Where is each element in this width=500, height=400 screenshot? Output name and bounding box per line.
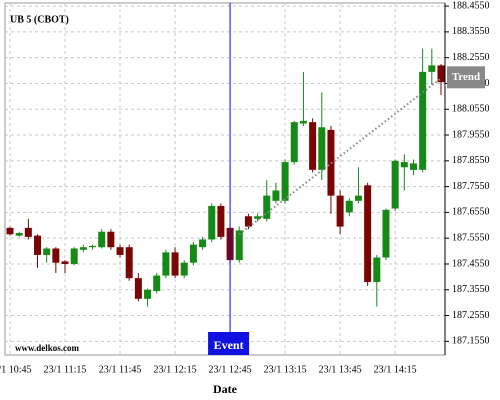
candle-body bbox=[437, 65, 445, 83]
chart-title: UB 5 (CBOT) bbox=[10, 14, 69, 25]
candle-body bbox=[400, 162, 408, 168]
x-axis-title: Date bbox=[213, 382, 238, 396]
candle-body bbox=[263, 195, 271, 219]
candle-body bbox=[24, 227, 32, 237]
candle-body bbox=[299, 120, 307, 124]
candle-body bbox=[134, 278, 142, 299]
y-tick-label: 188.2550 bbox=[452, 52, 490, 63]
candle-body bbox=[199, 239, 207, 248]
candle-body bbox=[409, 163, 417, 170]
candle-body bbox=[153, 275, 161, 292]
candle-body bbox=[144, 289, 152, 299]
candle-body bbox=[89, 245, 97, 248]
candle-body bbox=[70, 248, 78, 264]
plot-frame bbox=[4, 2, 446, 356]
y-tick-label: 188.4550 bbox=[452, 0, 490, 11]
trend-label-box bbox=[447, 66, 485, 89]
trend-label: Trend bbox=[452, 71, 480, 83]
y-tick-label: 187.6550 bbox=[452, 207, 490, 218]
candle-body bbox=[125, 247, 133, 279]
y-tick-label: 187.7550 bbox=[452, 181, 490, 192]
candle-body bbox=[43, 248, 51, 255]
candle-body bbox=[419, 71, 427, 170]
y-tick-label: 187.5550 bbox=[452, 232, 490, 243]
y-tick-label: 187.4550 bbox=[452, 258, 490, 269]
y-tick-label: 187.8550 bbox=[452, 155, 490, 166]
event-label-box bbox=[208, 332, 250, 355]
candle-body bbox=[373, 257, 381, 283]
candle-body bbox=[61, 261, 69, 264]
candle-body bbox=[217, 205, 225, 237]
candle-body bbox=[428, 65, 436, 72]
candle-body bbox=[171, 252, 179, 276]
y-tick-label: 187.9550 bbox=[452, 129, 490, 140]
y-tick-label: 188.3550 bbox=[452, 26, 490, 37]
y-tick-label: 187.1550 bbox=[452, 336, 490, 347]
candle-body bbox=[382, 209, 390, 258]
x-tick-label: 23/1 12:15 bbox=[154, 364, 197, 375]
candle-body bbox=[281, 162, 289, 201]
candle-body bbox=[272, 190, 280, 201]
x-tick-label: 23/1 13:15 bbox=[264, 364, 307, 375]
candle-body bbox=[290, 122, 298, 163]
candle-body bbox=[318, 127, 326, 170]
candle-body bbox=[364, 185, 372, 283]
candle-body bbox=[6, 227, 14, 235]
candle-body bbox=[15, 233, 23, 236]
candle-body bbox=[336, 195, 344, 227]
candle-body bbox=[189, 244, 197, 263]
y-tick-label: 187.2550 bbox=[452, 310, 490, 321]
candle-body bbox=[391, 160, 399, 209]
candle-body bbox=[180, 262, 188, 276]
candle-body bbox=[254, 216, 262, 219]
candle-body bbox=[208, 205, 216, 240]
candle-body bbox=[79, 247, 87, 250]
candle-body bbox=[52, 248, 60, 263]
y-tick-label: 188.0550 bbox=[452, 104, 490, 115]
watermark: www.delkos.com bbox=[15, 343, 80, 353]
x-tick-label: 23/1 10:45 bbox=[0, 364, 32, 375]
x-tick-label: 23/1 11:45 bbox=[99, 364, 142, 375]
candle-body bbox=[354, 195, 362, 201]
candle-body bbox=[309, 122, 317, 170]
candle-body bbox=[116, 247, 124, 255]
x-tick-label: 23/1 13:45 bbox=[319, 364, 362, 375]
candle-body bbox=[34, 235, 42, 255]
candle-body bbox=[98, 231, 106, 248]
candle-body bbox=[244, 216, 252, 227]
candle-body bbox=[345, 200, 353, 213]
x-tick-label: 23/1 14:15 bbox=[374, 364, 417, 375]
candle-body bbox=[235, 230, 243, 261]
event-label: Event bbox=[214, 338, 244, 352]
trend-line bbox=[238, 77, 442, 236]
candle-body bbox=[107, 231, 115, 248]
x-tick-label: 23/1 11:15 bbox=[44, 364, 87, 375]
candle-body bbox=[162, 252, 170, 276]
y-tick-label: 187.3550 bbox=[452, 284, 490, 295]
x-tick-label: 23/1 12:45 bbox=[209, 364, 252, 375]
